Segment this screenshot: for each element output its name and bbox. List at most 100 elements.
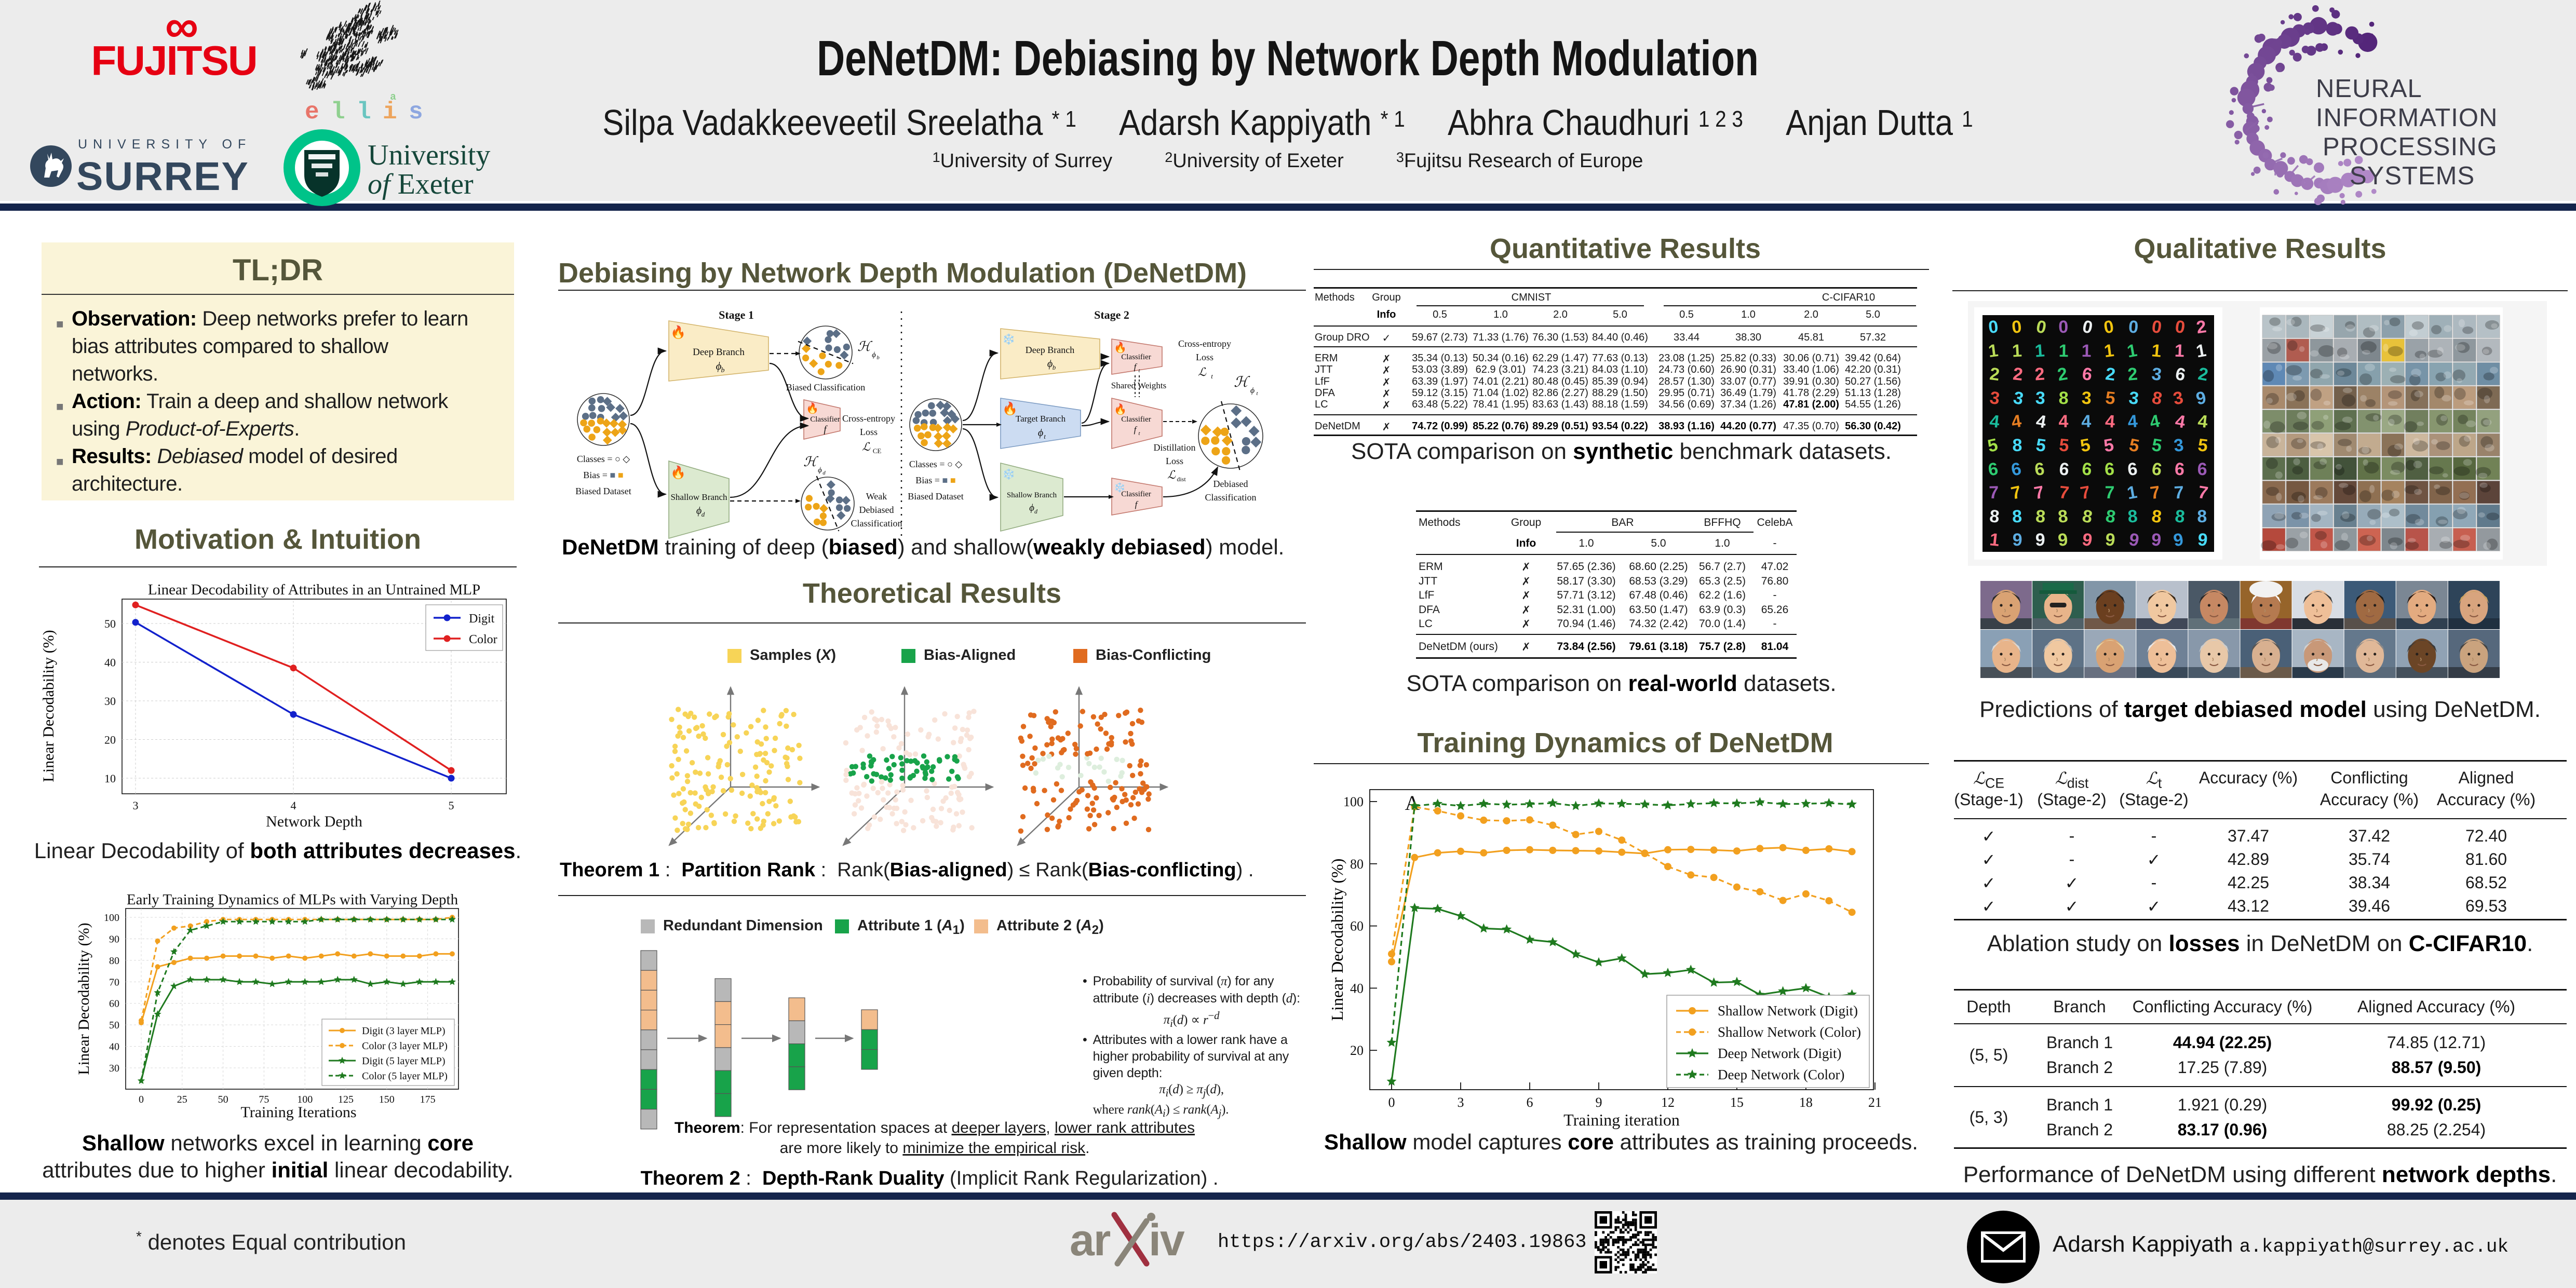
svg-text:9: 9 xyxy=(2105,530,2116,550)
svg-text:Weak: Weak xyxy=(866,491,887,501)
svg-text:60: 60 xyxy=(109,998,119,1010)
svg-text:5: 5 xyxy=(2058,435,2070,456)
svg-text:ϕ: ϕ xyxy=(716,360,722,372)
svg-text:60: 60 xyxy=(1350,919,1364,934)
svg-text:50: 50 xyxy=(218,1094,228,1105)
svg-text:20: 20 xyxy=(104,734,116,747)
svg-text:t: t xyxy=(1256,390,1258,397)
svg-text:Shallow Network (Digit): Shallow Network (Digit) xyxy=(1718,1003,1858,1019)
svg-text:b: b xyxy=(876,355,880,361)
svg-text:Linear Decodability (%): Linear Decodability (%) xyxy=(75,923,92,1075)
svg-text:100: 100 xyxy=(297,1094,313,1105)
svg-text:f: f xyxy=(1135,499,1139,509)
svg-text:Shallow Branch: Shallow Branch xyxy=(670,492,727,502)
svg-text:SYSTEMS: SYSTEMS xyxy=(2350,162,2475,190)
svg-text:0: 0 xyxy=(2058,317,2069,337)
svg-text:d: d xyxy=(1034,508,1038,515)
svg-text:0: 0 xyxy=(2011,317,2022,337)
svg-text:3: 3 xyxy=(133,799,139,812)
svg-text:t: t xyxy=(1211,372,1213,380)
svg-text:a: a xyxy=(390,91,396,103)
svg-text:8: 8 xyxy=(2127,506,2138,526)
svg-text:3: 3 xyxy=(2151,364,2163,385)
svg-text:Classes = ○ ◇: Classes = ○ ◇ xyxy=(909,459,963,469)
svg-text:1: 1 xyxy=(2174,341,2184,361)
svg-text:ϕ: ϕ xyxy=(696,505,702,517)
svg-text:2: 2 xyxy=(2105,364,2116,385)
svg-text:🔥: 🔥 xyxy=(1002,401,1018,416)
svg-text:12: 12 xyxy=(1661,1095,1675,1110)
svg-text:50: 50 xyxy=(104,617,116,630)
svg-text:8: 8 xyxy=(2151,506,2163,527)
svg-text:Distillation: Distillation xyxy=(1154,442,1196,453)
svg-text:30: 30 xyxy=(109,1063,119,1074)
svg-text:ℒ: ℒ xyxy=(1167,468,1176,481)
svg-text:7: 7 xyxy=(1989,483,1999,503)
svg-text:ℋ: ℋ xyxy=(1234,374,1250,390)
svg-text:Training Iterations: Training Iterations xyxy=(240,1104,356,1121)
svg-text:f: f xyxy=(1134,425,1138,435)
svg-text:6: 6 xyxy=(1527,1095,1533,1110)
svg-text:6: 6 xyxy=(2104,459,2114,480)
svg-text:5: 5 xyxy=(449,799,454,812)
svg-text:125: 125 xyxy=(338,1094,354,1105)
svg-text:Loss: Loss xyxy=(1166,456,1183,466)
svg-text:4: 4 xyxy=(2059,412,2069,431)
svg-text:🔥: 🔥 xyxy=(670,465,686,480)
svg-text:Bias = ■ ■: Bias = ■ ■ xyxy=(915,475,955,485)
svg-text:i: i xyxy=(383,99,397,125)
svg-text:8: 8 xyxy=(2174,506,2186,527)
svg-text:25: 25 xyxy=(177,1094,187,1105)
svg-text:Linear Decodability of Attribu: Linear Decodability of Attributes in an … xyxy=(148,581,480,598)
svg-text:f: f xyxy=(824,424,828,435)
svg-text:dist: dist xyxy=(1177,476,1186,483)
svg-text:b: b xyxy=(721,367,725,374)
svg-text:Classifier: Classifier xyxy=(810,415,840,424)
svg-text:Shallow Branch: Shallow Branch xyxy=(1007,491,1057,499)
svg-text:Classes = ○ ◇: Classes = ○ ◇ xyxy=(577,454,630,464)
svg-text:ϕ: ϕ xyxy=(1250,386,1255,395)
svg-text:of Exeter: of Exeter xyxy=(368,168,474,200)
svg-text:INFORMATION: INFORMATION xyxy=(2316,104,2498,132)
svg-text:Color: Color xyxy=(469,633,497,646)
svg-text:Deep Branch: Deep Branch xyxy=(1026,345,1074,355)
svg-text:Color (5 layer MLP): Color (5 layer MLP) xyxy=(362,1070,448,1082)
svg-text:4: 4 xyxy=(1989,411,2001,432)
svg-text:ℋ: ℋ xyxy=(857,339,873,354)
svg-text:Biased Classification: Biased Classification xyxy=(786,382,865,392)
svg-text:0: 0 xyxy=(2128,317,2139,337)
svg-text:🔥: 🔥 xyxy=(806,402,819,414)
svg-text:8: 8 xyxy=(2035,506,2046,526)
svg-text:1: 1 xyxy=(2012,341,2022,361)
svg-text:80: 80 xyxy=(109,955,119,967)
svg-text:6: 6 xyxy=(2081,459,2093,480)
svg-text:9: 9 xyxy=(2197,530,2208,550)
svg-text:3: 3 xyxy=(2035,388,2045,409)
svg-text:3: 3 xyxy=(1458,1095,1464,1110)
svg-text:❄️: ❄️ xyxy=(1002,333,1015,345)
svg-text:100: 100 xyxy=(104,912,119,924)
svg-text:9: 9 xyxy=(2012,530,2022,550)
svg-text:8: 8 xyxy=(2197,507,2207,526)
svg-text:40: 40 xyxy=(1350,981,1364,996)
svg-text:Linear Decodability (%): Linear Decodability (%) xyxy=(1329,859,1346,1021)
svg-text:6: 6 xyxy=(2126,459,2138,480)
svg-text:Linear Decodability (%): Linear Decodability (%) xyxy=(40,630,57,782)
svg-text:Network Depth: Network Depth xyxy=(266,813,362,830)
svg-text:ϕ: ϕ xyxy=(1029,503,1034,513)
svg-text:ar: ar xyxy=(1070,1215,1111,1265)
svg-text:b: b xyxy=(1053,363,1056,371)
svg-text:t: t xyxy=(1138,430,1140,437)
svg-text:7: 7 xyxy=(2174,483,2184,503)
svg-text:ϕ: ϕ xyxy=(872,351,876,359)
svg-text:3: 3 xyxy=(2128,388,2140,409)
svg-text:Classifier: Classifier xyxy=(1121,353,1151,361)
svg-text:Stage 1: Stage 1 xyxy=(719,308,754,321)
svg-text:🔥: 🔥 xyxy=(1114,403,1127,415)
svg-text:t: t xyxy=(1044,432,1046,440)
svg-text:150: 150 xyxy=(379,1094,395,1105)
svg-text:100: 100 xyxy=(1343,794,1364,809)
svg-text:s: s xyxy=(409,99,423,125)
svg-text:ℒ: ℒ xyxy=(1198,365,1207,378)
svg-text:40: 40 xyxy=(109,1041,119,1053)
